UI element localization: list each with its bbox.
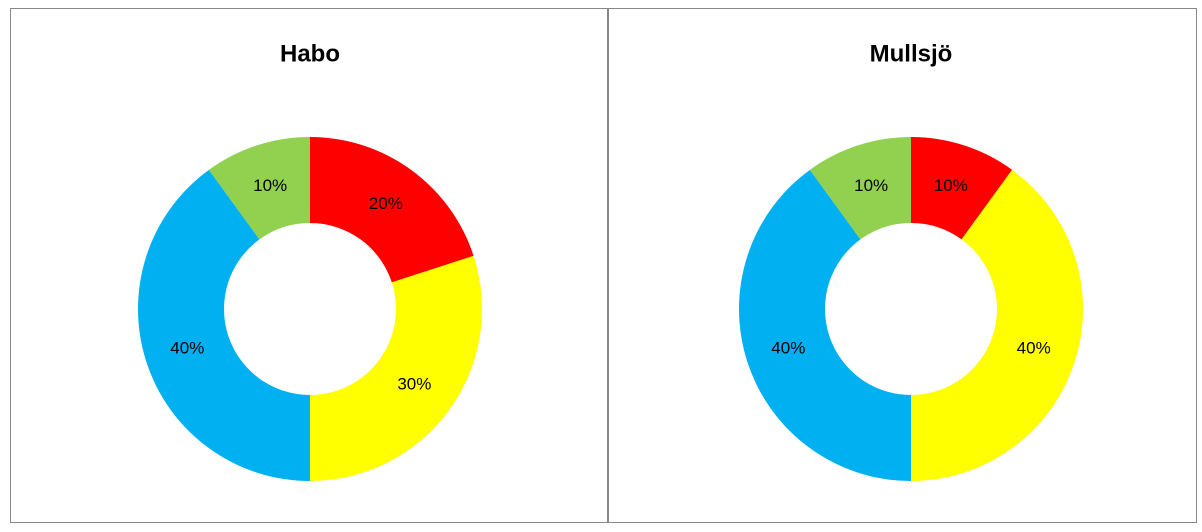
donut-slice [739,169,911,482]
donut-slice [809,137,911,240]
donut-slice [208,137,310,240]
data-label: 40% [771,338,805,357]
donut-slice [138,169,310,482]
donut-slice [911,169,1083,482]
data-label: 20% [369,194,403,213]
data-label: 40% [1017,338,1051,357]
donut-slice [310,137,474,283]
data-label: 10% [253,176,287,195]
data-label: 10% [854,176,888,195]
donut-slice [911,137,1013,240]
chart-title: Habo [280,40,340,67]
data-label: 40% [170,338,204,357]
chart-title: Mullsjö [870,40,953,67]
data-label: 30% [397,374,431,393]
donut-slice [310,255,482,481]
data-label: 10% [934,176,968,195]
